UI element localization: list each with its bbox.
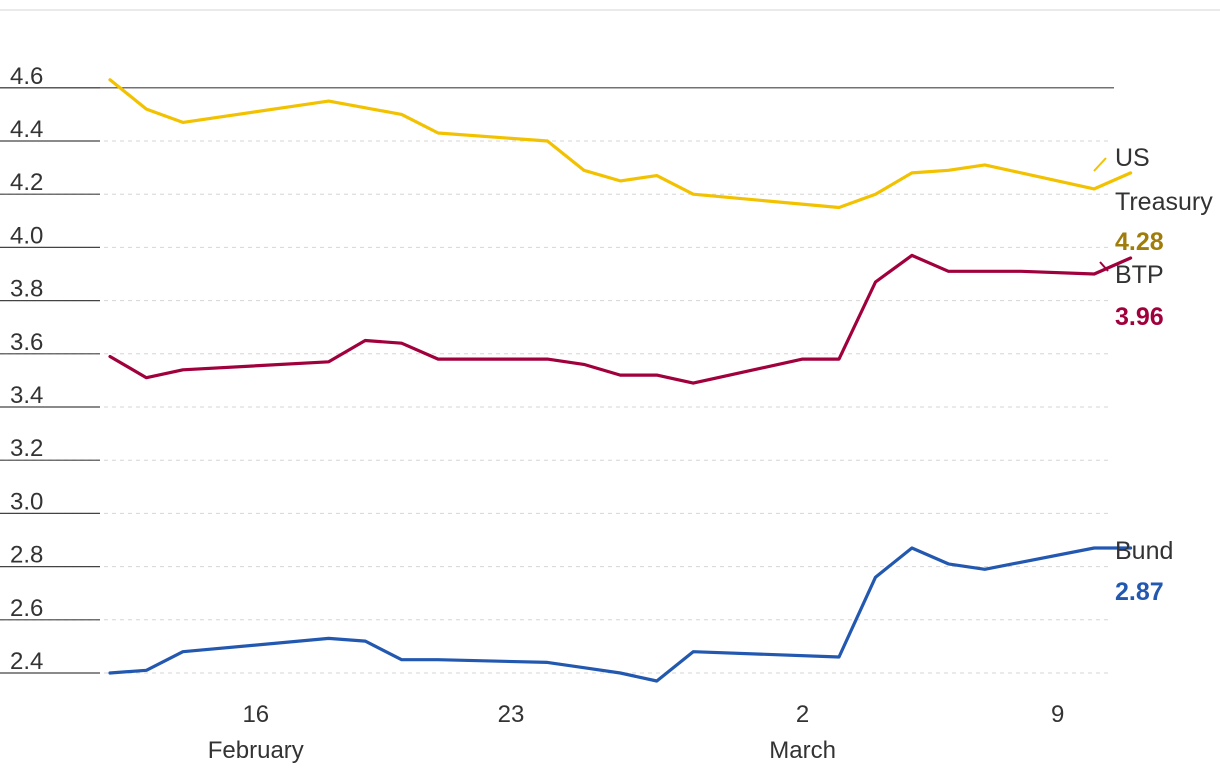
- x-axis-ticks: 16 February 23 2 March 9: [208, 701, 1065, 764]
- series-label-us-treasury: Treasury: [1115, 188, 1213, 216]
- label-leader-btp: [1099, 261, 1109, 272]
- series-line-us-treasury: [108, 78, 1133, 210]
- series-value-us-treasury: 4.28: [1115, 228, 1164, 256]
- y-tick-label: 4.6: [10, 63, 43, 90]
- series-label-bund: Bund: [1115, 537, 1173, 565]
- series-labels: US Treasury 4.28 BTP 3.96 Bund 2.87: [1093, 144, 1213, 606]
- y-tick-label: 4.4: [10, 116, 43, 143]
- x-tick-month-label: March: [769, 737, 836, 764]
- series-value-btp: 3.96: [1115, 303, 1164, 331]
- y-tick-label: 3.6: [10, 329, 43, 356]
- y-tick-label: 2.8: [10, 542, 43, 569]
- x-tick-month-label: February: [208, 737, 304, 764]
- series-label-btp: BTP: [1115, 261, 1164, 289]
- y-tick-label: 4.2: [10, 169, 43, 196]
- y-tick-label: 3.2: [10, 435, 43, 462]
- series-line-bund: [108, 546, 1133, 683]
- x-tick-label: 2: [796, 701, 809, 728]
- y-tick-label: 2.6: [10, 595, 43, 622]
- x-tick-label: 16: [242, 701, 269, 728]
- y-tick-label: 3.4: [10, 382, 43, 409]
- y-tick-label: 2.4: [10, 648, 43, 675]
- y-tick-label: 4.0: [10, 222, 43, 249]
- y-tick-label: 3.0: [10, 488, 43, 515]
- series-label-us-treasury: US: [1115, 144, 1150, 172]
- x-tick-label: 23: [498, 701, 525, 728]
- series-value-bund: 2.87: [1115, 578, 1164, 606]
- x-tick-label: 9: [1051, 701, 1064, 728]
- label-leader-us-treasury: [1093, 157, 1107, 172]
- y-axis-ticks: 2.4 2.6 2.8 3.0 3.2 3.4 3.6 3.8 4.0 4.2 4.4 4.6: [10, 63, 43, 675]
- series-line-btp: [108, 253, 1133, 385]
- series-lines: [108, 78, 1133, 683]
- y-tick-label: 3.8: [10, 276, 43, 303]
- gridlines: [0, 87, 1114, 674]
